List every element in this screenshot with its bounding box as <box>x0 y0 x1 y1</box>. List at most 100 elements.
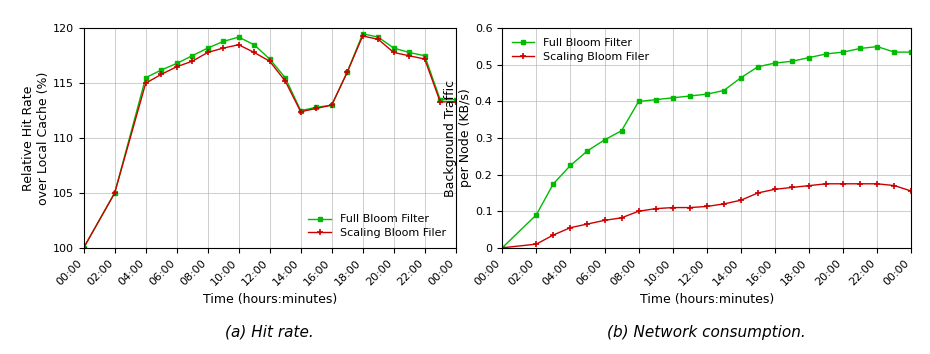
Full Bloom Filter <box>171 61 182 65</box>
Scaling Bloom Filer <box>202 50 213 55</box>
Full Bloom Filter <box>820 52 831 56</box>
Scaling Bloom Filer <box>248 50 259 55</box>
Scaling Bloom Filer <box>820 182 831 186</box>
Full Bloom Filter <box>155 68 166 72</box>
Full Bloom Filter <box>667 96 678 100</box>
Scaling Bloom Filer <box>531 242 542 246</box>
Line: Full Bloom Filter: Full Bloom Filter <box>499 44 914 250</box>
Full Bloom Filter <box>889 50 900 54</box>
Scaling Bloom Filer <box>633 209 644 213</box>
Scaling Bloom Filer <box>616 216 627 220</box>
Full Bloom Filter <box>684 94 696 98</box>
Full Bloom Filter <box>701 92 712 96</box>
Full Bloom Filter <box>187 53 198 58</box>
Y-axis label: Background Traffic
per Node (KB/s): Background Traffic per Node (KB/s) <box>444 80 472 196</box>
Line: Full Bloom Filter: Full Bloom Filter <box>81 32 458 250</box>
Full Bloom Filter <box>736 75 747 80</box>
Line: Scaling Bloom Filer: Scaling Bloom Filer <box>80 33 459 251</box>
Scaling Bloom Filer <box>187 59 198 63</box>
X-axis label: Time (hours:minutes): Time (hours:minutes) <box>640 293 774 306</box>
Scaling Bloom Filer <box>889 183 900 188</box>
Scaling Bloom Filer <box>434 100 445 104</box>
Full Bloom Filter <box>280 75 291 80</box>
Scaling Bloom Filer <box>701 204 712 209</box>
Scaling Bloom Filer <box>341 70 352 74</box>
Full Bloom Filter <box>202 46 213 50</box>
Scaling Bloom Filer <box>599 218 610 222</box>
X-axis label: Time (hours:minutes): Time (hours:minutes) <box>203 293 337 306</box>
Scaling Bloom Filer <box>311 106 322 110</box>
Full Bloom Filter <box>565 163 576 167</box>
Full Bloom Filter <box>295 108 306 113</box>
Full Bloom Filter <box>450 97 461 102</box>
Scaling Bloom Filer <box>109 191 120 195</box>
Full Bloom Filter <box>497 246 508 250</box>
Line: Scaling Bloom Filer: Scaling Bloom Filer <box>498 180 915 251</box>
Full Bloom Filter <box>718 88 729 93</box>
Scaling Bloom Filer <box>684 205 696 210</box>
Scaling Bloom Filer <box>233 42 245 47</box>
Text: (b) Network consumption.: (b) Network consumption. <box>607 325 806 340</box>
Scaling Bloom Filer <box>78 246 89 250</box>
Scaling Bloom Filer <box>373 37 384 41</box>
Scaling Bloom Filer <box>404 53 415 58</box>
Scaling Bloom Filer <box>787 185 798 190</box>
Scaling Bloom Filer <box>295 110 306 114</box>
Full Bloom Filter <box>233 35 245 39</box>
Full Bloom Filter <box>906 50 917 54</box>
Scaling Bloom Filer <box>650 206 661 211</box>
Full Bloom Filter <box>404 50 415 55</box>
Scaling Bloom Filer <box>855 182 866 186</box>
Scaling Bloom Filer <box>718 202 729 206</box>
Full Bloom Filter <box>78 246 89 250</box>
Full Bloom Filter <box>752 64 764 69</box>
Scaling Bloom Filer <box>419 57 431 61</box>
Legend: Full Bloom Filter, Scaling Bloom Filer: Full Bloom Filter, Scaling Bloom Filer <box>508 34 654 66</box>
Full Bloom Filter <box>838 50 849 54</box>
Scaling Bloom Filer <box>667 205 678 210</box>
Scaling Bloom Filer <box>326 103 338 107</box>
Scaling Bloom Filer <box>357 34 368 38</box>
Full Bloom Filter <box>264 57 275 61</box>
Full Bloom Filter <box>769 61 780 65</box>
Y-axis label: Relative Hit Rate
over Local Cache (%): Relative Hit Rate over Local Cache (%) <box>22 72 50 205</box>
Full Bloom Filter <box>419 53 431 58</box>
Full Bloom Filter <box>548 182 559 186</box>
Scaling Bloom Filer <box>218 46 229 50</box>
Scaling Bloom Filer <box>736 198 747 202</box>
Full Bloom Filter <box>871 45 883 49</box>
Scaling Bloom Filer <box>140 81 152 85</box>
Full Bloom Filter <box>616 129 627 133</box>
Full Bloom Filter <box>531 213 542 217</box>
Scaling Bloom Filer <box>838 182 849 186</box>
Scaling Bloom Filer <box>497 246 508 250</box>
Scaling Bloom Filer <box>769 187 780 192</box>
Text: (a) Hit rate.: (a) Hit rate. <box>225 325 314 340</box>
Scaling Bloom Filer <box>264 59 275 63</box>
Scaling Bloom Filer <box>871 182 883 186</box>
Full Bloom Filter <box>140 75 152 80</box>
Scaling Bloom Filer <box>548 233 559 237</box>
Scaling Bloom Filer <box>906 189 917 193</box>
Full Bloom Filter <box>357 32 368 36</box>
Scaling Bloom Filer <box>450 100 461 104</box>
Full Bloom Filter <box>341 70 352 74</box>
Full Bloom Filter <box>633 99 644 104</box>
Full Bloom Filter <box>804 56 815 60</box>
Full Bloom Filter <box>582 149 593 153</box>
Scaling Bloom Filer <box>565 225 576 230</box>
Full Bloom Filter <box>855 46 866 51</box>
Legend: Full Bloom Filter, Scaling Bloom Filer: Full Bloom Filter, Scaling Bloom Filer <box>304 210 450 242</box>
Full Bloom Filter <box>218 39 229 44</box>
Scaling Bloom Filer <box>804 183 815 188</box>
Full Bloom Filter <box>434 97 445 102</box>
Scaling Bloom Filer <box>171 64 182 69</box>
Full Bloom Filter <box>326 103 338 107</box>
Full Bloom Filter <box>388 46 399 50</box>
Full Bloom Filter <box>373 35 384 39</box>
Full Bloom Filter <box>109 191 120 195</box>
Full Bloom Filter <box>599 138 610 142</box>
Scaling Bloom Filer <box>280 79 291 83</box>
Full Bloom Filter <box>787 59 798 63</box>
Full Bloom Filter <box>248 42 259 47</box>
